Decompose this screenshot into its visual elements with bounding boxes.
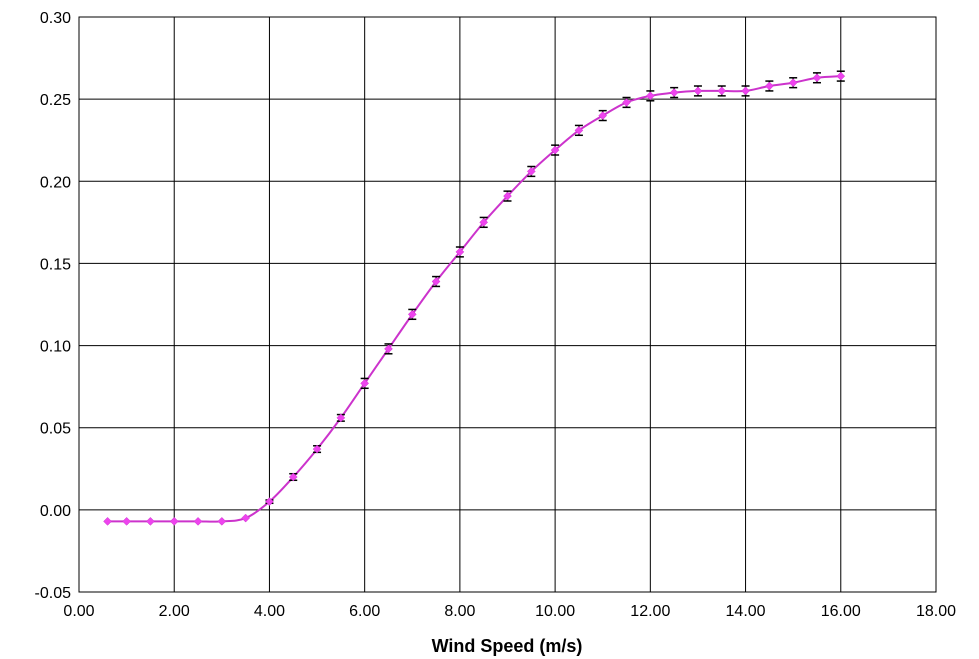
x-tick-label: 14.00 [726,603,766,620]
data-point [360,379,370,388]
data-point [103,517,112,526]
y-tick-label: -0.05 [35,585,72,602]
y-tick-label: 0.00 [40,503,71,520]
data-point [265,497,274,506]
y-tick-label: 0.30 [40,10,71,27]
x-tick-label: 10.00 [535,603,575,620]
data-point [288,472,298,482]
y-tick-label: 0.15 [40,256,71,273]
data-point [122,517,131,526]
data-point [146,517,155,526]
gridlines [79,17,936,592]
y-tick-label: 0.05 [40,421,71,438]
data-point [526,167,536,176]
x-tick-label: 2.00 [159,603,190,620]
data-point [788,78,798,88]
data-point [574,126,584,135]
x-tick-label: 4.00 [254,603,285,620]
data-point [669,88,679,97]
data-point [765,81,774,91]
data-point [741,86,750,96]
y-tick-label: 0.10 [40,339,71,356]
data-point [645,91,655,101]
data-point [503,191,512,201]
data-point [836,71,846,81]
x-tick-label: 12.00 [630,603,670,620]
x-tick-label: 6.00 [349,603,380,620]
y-tick-label: 0.25 [40,92,71,109]
plot-area [78,16,937,593]
data-point [479,218,489,227]
x-axis-title: Wind Speed (m/s) [432,636,583,656]
data-point [550,145,560,155]
data-point [241,513,250,523]
y-tick-label: 0.20 [40,174,71,191]
data-point [384,344,393,354]
data-point [812,73,822,83]
data-point [193,517,203,526]
x-axis-tick-labels: 0.00 2.00 4.00 6.00 8.00 10.00 12.00 14.00 16.00… [63,603,956,620]
data-markers [103,71,846,526]
data-point [169,517,179,526]
data-point [431,277,441,286]
y-axis-tick-labels: -0.05 0.00 0.05 0.10 0.15 0.20 0.25 0.30 [35,10,72,602]
data-point [407,310,417,319]
x-tick-label: 16.00 [821,603,861,620]
data-point [455,247,465,257]
data-point [598,111,608,120]
x-tick-label: 8.00 [444,603,475,620]
data-point [336,413,346,423]
x-tick-label: 18.00 [916,603,956,620]
data-point [717,86,727,96]
data-point [217,517,227,526]
data-point [622,98,631,107]
data-point [693,86,703,96]
x-tick-label: 0.00 [63,603,94,620]
data-point [312,444,322,454]
